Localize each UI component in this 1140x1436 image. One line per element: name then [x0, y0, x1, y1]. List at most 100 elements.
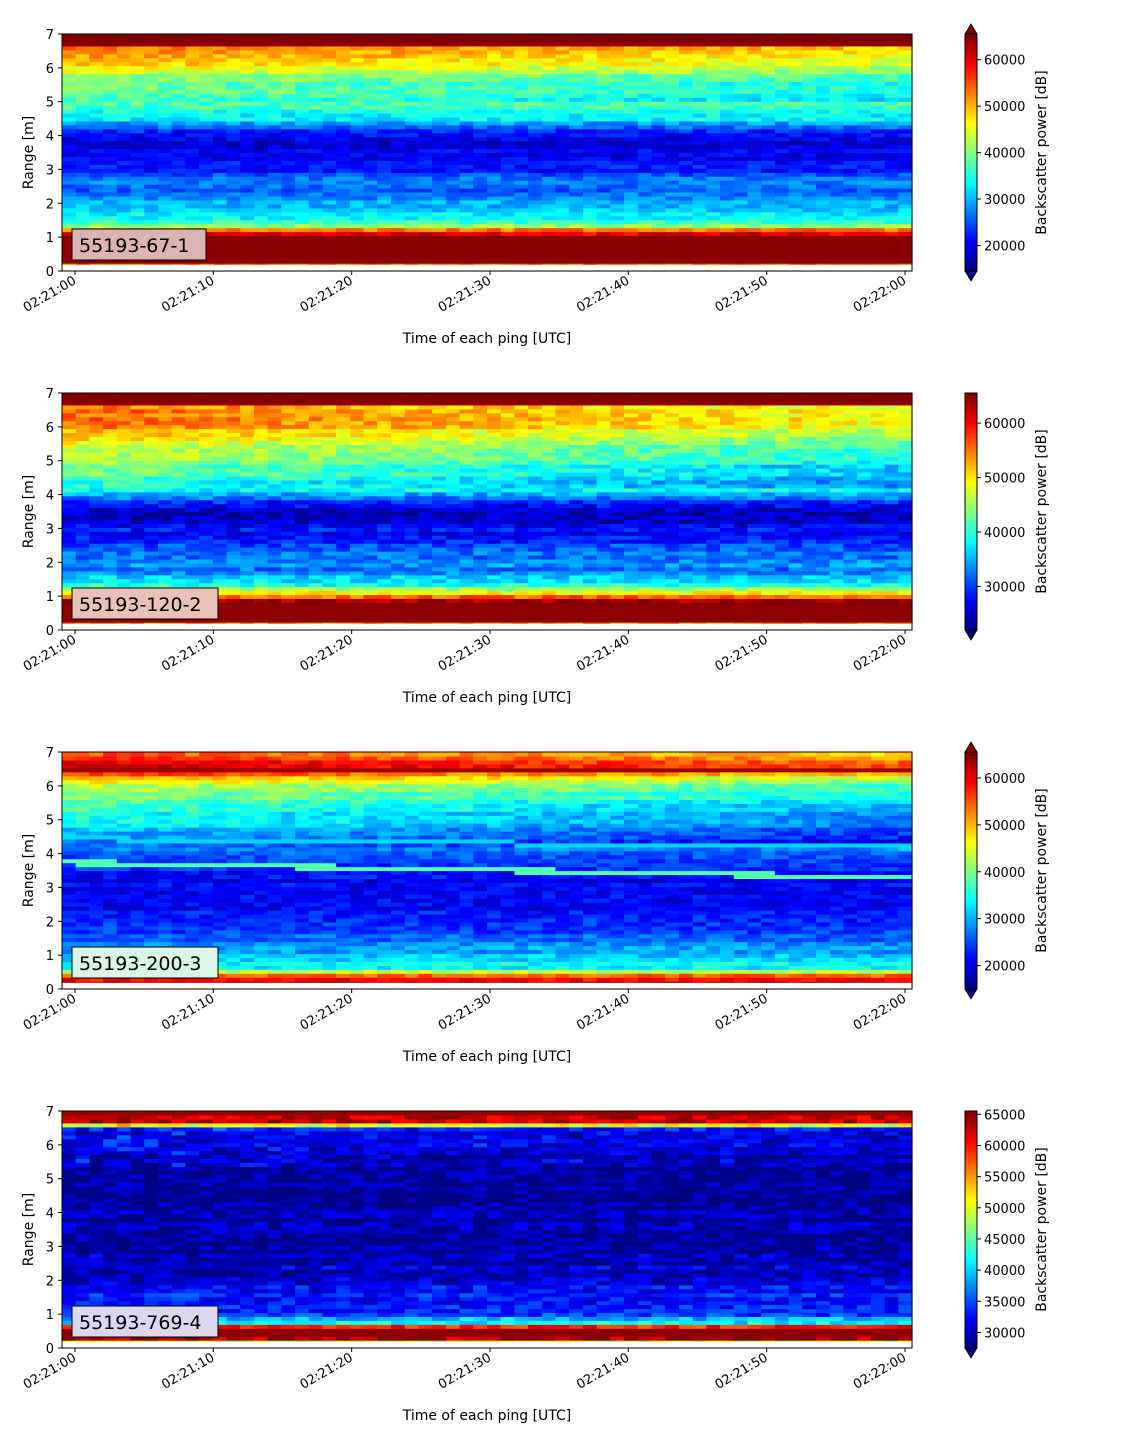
- heatmap-cell: [829, 172, 845, 177]
- heatmap-cell: [157, 475, 173, 481]
- heatmap-cell: [432, 195, 447, 201]
- heatmap-cell: [62, 460, 77, 465]
- heatmap-cell: [116, 444, 132, 449]
- heatmap-cell: [733, 73, 749, 79]
- heatmap-cell: [788, 192, 803, 197]
- heatmap-cell: [843, 34, 858, 39]
- heatmap-cell: [665, 61, 680, 67]
- heatmap-cell: [295, 400, 310, 406]
- heatmap-cell: [500, 132, 516, 138]
- heatmap-cell: [432, 247, 447, 252]
- heatmap-cell: [870, 192, 886, 197]
- heatmap-cell: [870, 211, 886, 217]
- heatmap-cell: [281, 602, 296, 607]
- heatmap-cell: [596, 247, 611, 252]
- heatmap-cell: [308, 61, 324, 67]
- heatmap-cell: [473, 235, 488, 240]
- heatmap-cell: [404, 109, 420, 114]
- heatmap-cell: [624, 199, 639, 205]
- heatmap-cell: [226, 535, 241, 540]
- heatmap-cell: [637, 65, 653, 71]
- heatmap-cell: [528, 180, 543, 185]
- heatmap-cell: [144, 203, 159, 209]
- heatmap-cell: [582, 37, 598, 43]
- heatmap-cell: [829, 251, 845, 256]
- heatmap-cell: [829, 81, 845, 86]
- heatmap-cell: [240, 81, 255, 86]
- heatmap-cell: [802, 247, 817, 252]
- heatmap-cell: [582, 255, 598, 260]
- heatmap-cell: [281, 539, 296, 544]
- heatmap-cell: [624, 148, 639, 154]
- heatmap-cell: [185, 215, 200, 221]
- heatmap-cell: [212, 464, 228, 469]
- heatmap-cell: [199, 566, 214, 572]
- heatmap-cell: [226, 89, 241, 94]
- heatmap-cell: [240, 203, 255, 209]
- heatmap-cell: [89, 547, 104, 552]
- heatmap-cell: [226, 507, 241, 513]
- heatmap-cell: [253, 41, 269, 47]
- heatmap-cell: [226, 444, 241, 449]
- heatmap-cell: [308, 255, 324, 260]
- heatmap-cell: [103, 424, 118, 430]
- heatmap-cell: [692, 203, 707, 209]
- heatmap-cell: [487, 105, 502, 110]
- heatmap-cell: [75, 168, 91, 173]
- heatmap-cell: [816, 132, 831, 138]
- heatmap-cell: [144, 578, 159, 584]
- heatmap-cell: [610, 259, 625, 264]
- heatmap-cell: [253, 475, 269, 481]
- heatmap-cell: [555, 136, 570, 142]
- heatmap-cell: [829, 69, 845, 75]
- heatmap-cell: [130, 57, 145, 63]
- heatmap-cell: [733, 199, 749, 205]
- heatmap-cell: [487, 109, 502, 114]
- heatmap-cell: [267, 487, 282, 493]
- heatmap-cell: [610, 199, 625, 205]
- heatmap-cell: [514, 160, 529, 165]
- heatmap-cell: [747, 215, 762, 221]
- heatmap-cell: [336, 136, 351, 142]
- heatmap-cell: [541, 227, 557, 233]
- heatmap-cell: [391, 140, 406, 146]
- heatmap-cell: [185, 511, 200, 517]
- heatmap-cell: [240, 176, 255, 181]
- heatmap-cell: [267, 523, 282, 528]
- heatmap-cell: [308, 148, 324, 154]
- heatmap-cell: [157, 128, 173, 134]
- heatmap-cell: [487, 136, 502, 142]
- heatmap-cell: [870, 152, 886, 158]
- heatmap-cell: [898, 235, 913, 240]
- heatmap-cell: [116, 101, 132, 106]
- heatmap-cell: [857, 45, 872, 51]
- heatmap-cell: [665, 144, 680, 150]
- heatmap-cell: [528, 113, 543, 118]
- heatmap-cell: [528, 144, 543, 150]
- heatmap-cell: [487, 160, 502, 165]
- heatmap-cell: [295, 396, 310, 402]
- heatmap-cell: [89, 460, 104, 465]
- heatmap-cell: [199, 116, 214, 122]
- heatmap-cell: [432, 101, 447, 106]
- heatmap-cell: [500, 243, 516, 248]
- heatmap-cell: [404, 152, 420, 158]
- heatmap-cell: [473, 211, 488, 217]
- heatmap-cell: [89, 483, 104, 489]
- heatmap-cell: [89, 49, 104, 55]
- heatmap-cell: [528, 168, 543, 173]
- heatmap-cell: [692, 192, 707, 197]
- heatmap-cell: [267, 168, 282, 173]
- heatmap-cell: [624, 77, 639, 82]
- heatmap-cell: [171, 503, 186, 509]
- heatmap-cell: [816, 235, 831, 240]
- heatmap-cell: [445, 69, 461, 75]
- heatmap-cell: [651, 69, 666, 75]
- heatmap-cell: [692, 136, 707, 142]
- heatmap-cell: [212, 598, 228, 603]
- heatmap-cell: [267, 396, 282, 402]
- heatmap-cell: [144, 37, 159, 43]
- heatmap-cell: [185, 562, 200, 568]
- heatmap-cell: [226, 610, 241, 615]
- heatmap-cell: [308, 251, 324, 256]
